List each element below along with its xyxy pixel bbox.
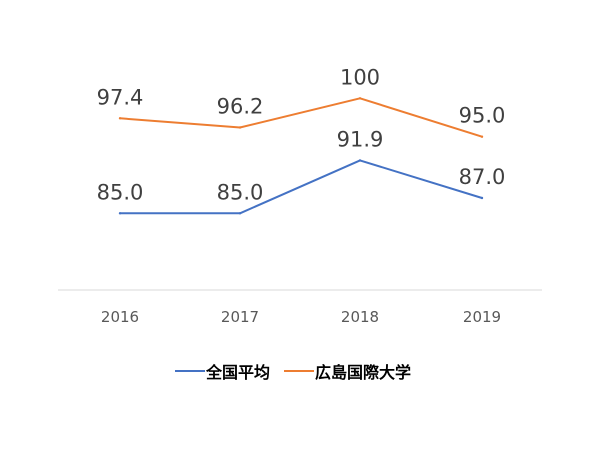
data-label: 97.4 — [97, 85, 144, 109]
series-line-1 — [119, 97, 483, 138]
data-label: 85.0 — [217, 180, 264, 204]
x-tick-label: 2018 — [341, 308, 379, 326]
data-point — [238, 212, 242, 215]
data-point — [358, 97, 362, 100]
data-label-layer: 85.0 85.0 91.9 87.0 97.4 96.2 100 95.0 — [97, 65, 506, 204]
data-label: 95.0 — [459, 104, 506, 128]
data-point — [358, 159, 362, 162]
legend: 全国平均 広島国際大学 — [175, 363, 411, 382]
data-point — [480, 196, 484, 200]
data-label: 87.0 — [459, 165, 506, 189]
data-point — [118, 212, 122, 215]
data-point — [480, 135, 484, 138]
data-label: 96.2 — [217, 95, 264, 119]
data-point — [238, 126, 242, 129]
legend-label: 広島国際大学 — [315, 363, 411, 382]
data-label: 100 — [340, 65, 380, 89]
axis-layer: 2016 2017 2018 2019 — [58, 289, 542, 326]
data-point — [118, 117, 122, 120]
x-tick-label: 2019 — [463, 308, 501, 326]
series-line-0 — [119, 159, 483, 215]
data-label: 91.9 — [337, 127, 384, 151]
series-layer — [118, 97, 484, 215]
x-tick-label: 2016 — [101, 308, 139, 326]
data-label: 85.0 — [97, 180, 144, 204]
legend-label: 全国平均 — [205, 363, 270, 382]
x-tick-label: 2017 — [221, 308, 259, 326]
